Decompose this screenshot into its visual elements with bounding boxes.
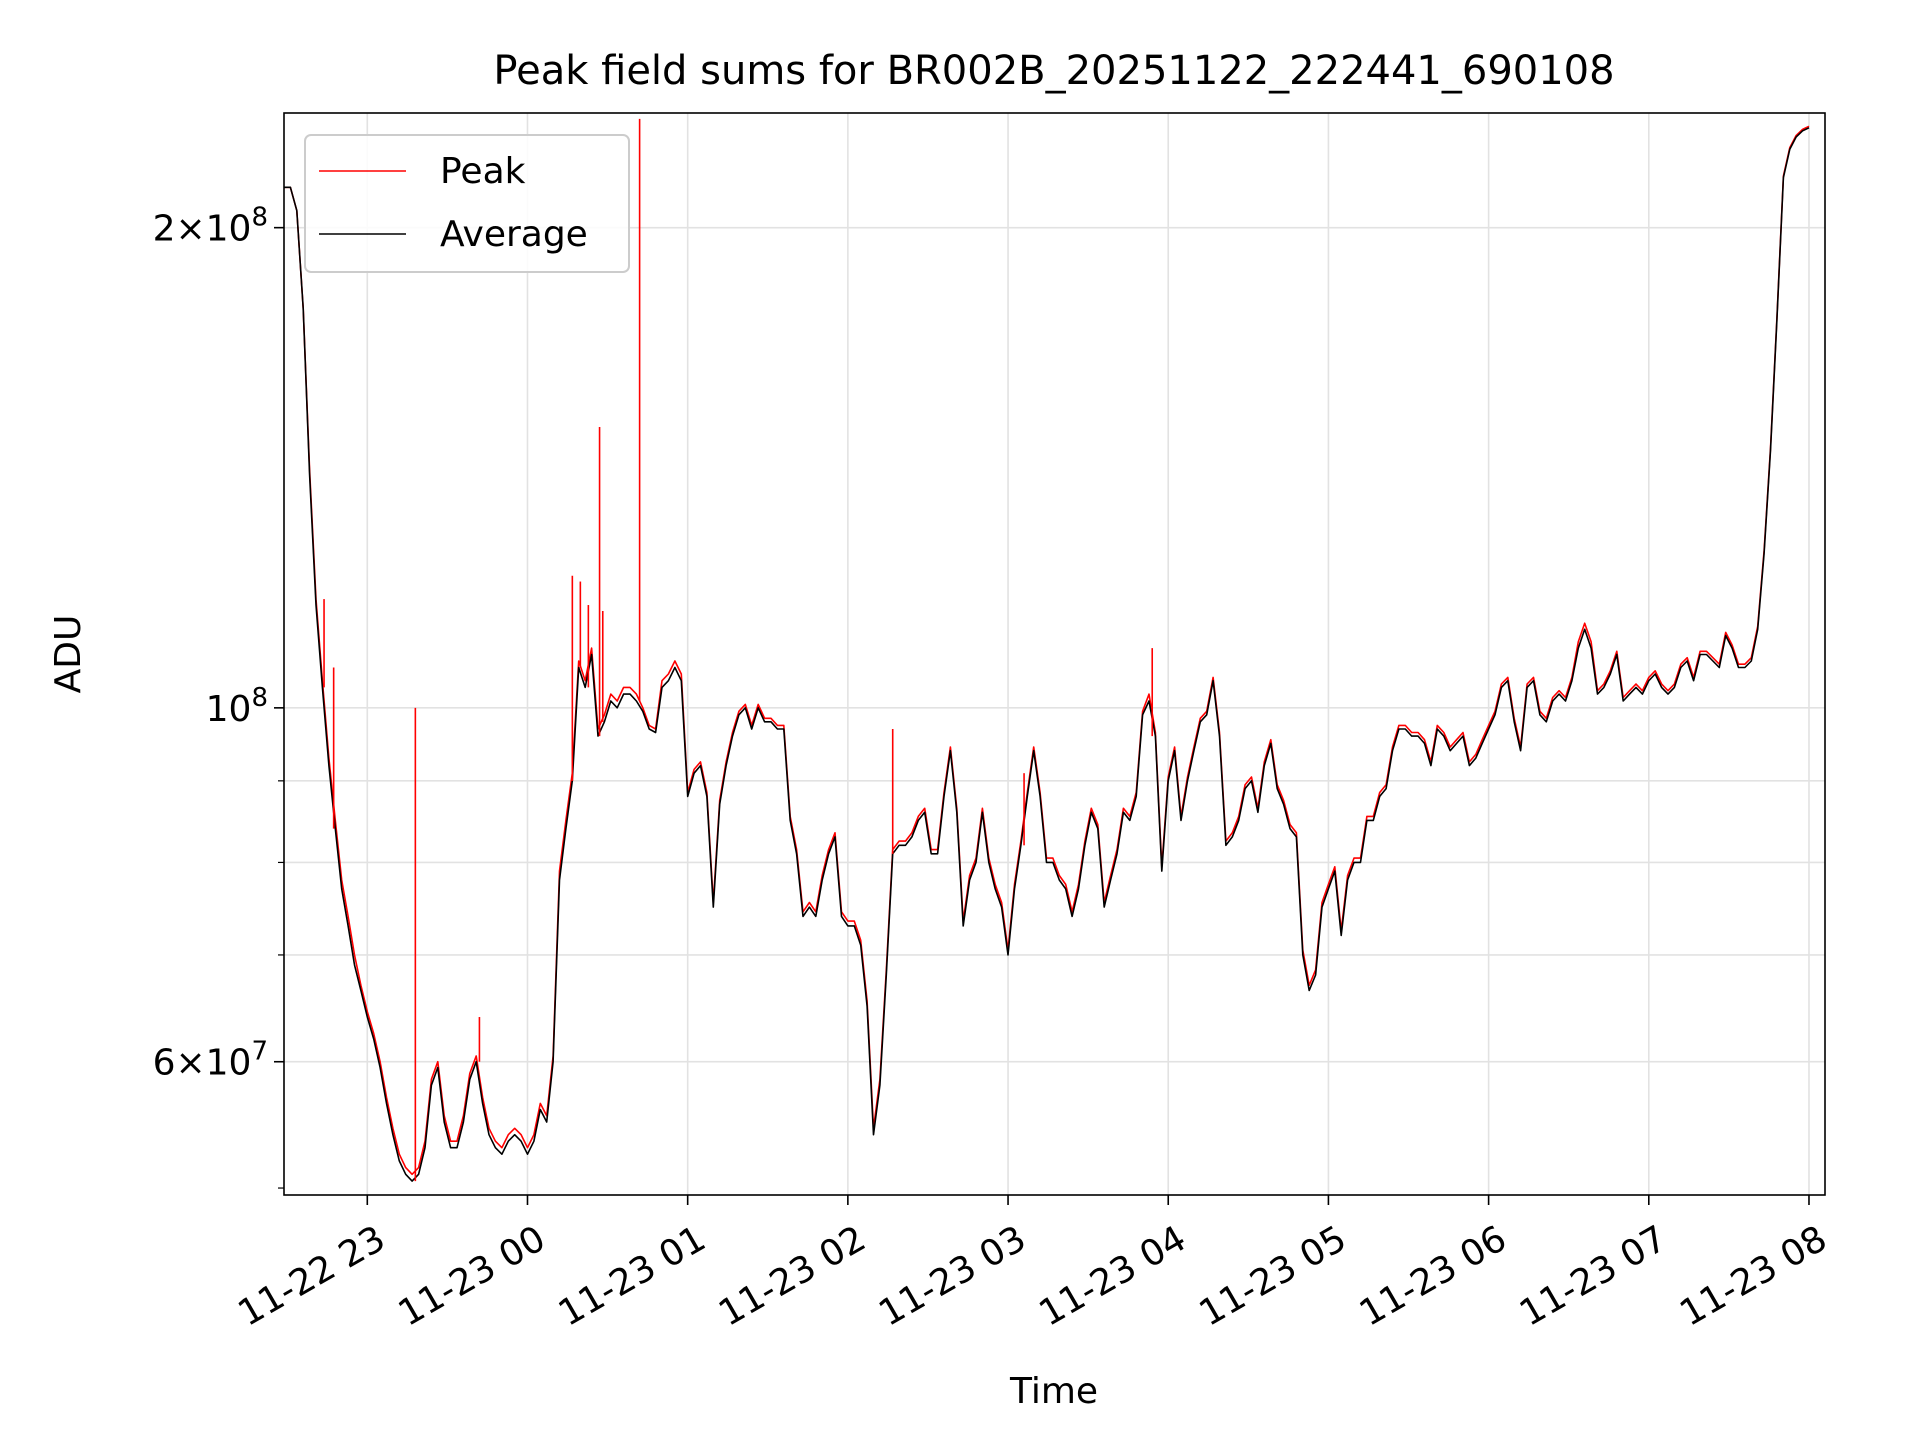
y-axis-ticks: 6×107 108 2×108	[153, 203, 284, 1189]
series-lines	[284, 118, 1810, 1182]
plot-area-frame	[283, 112, 1826, 1196]
legend-average-label: Average	[440, 214, 588, 255]
y-axis-label: ADU	[48, 615, 89, 694]
y-tick-label: 2×108	[153, 203, 268, 250]
series-line-average	[284, 127, 1810, 1182]
y-tick-label: 108	[206, 683, 268, 730]
x-axis-label: Time	[1009, 1371, 1098, 1412]
legend: Peak Average	[304, 134, 630, 273]
grid-lines	[284, 113, 1825, 1195]
y-tick-label: 6×107	[153, 1037, 268, 1084]
chart-title: Peak field sums for BR002B_20251122_2224…	[493, 48, 1614, 94]
legend-peak-label: Peak	[440, 151, 526, 192]
legend-frame	[304, 134, 630, 273]
